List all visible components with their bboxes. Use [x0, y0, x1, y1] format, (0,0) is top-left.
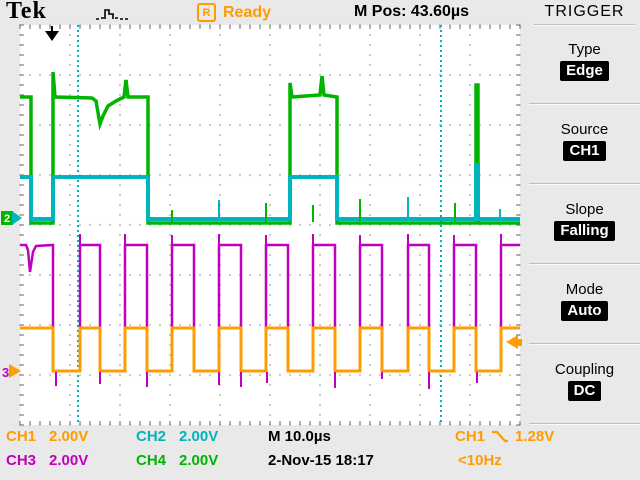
ground-marker-2-label: 2: [4, 213, 10, 225]
ch4-scale-readout: CH4 2.00V: [136, 452, 218, 469]
trigger-menu: TRIGGER Type Edge Source CH1 Slope Falli…: [529, 0, 640, 480]
menu-label-source: Source: [560, 121, 609, 138]
menu-label-coupling: Coupling: [554, 361, 615, 378]
ch3-scale-readout: CH3 2.00V: [6, 452, 88, 469]
ch1-ch3-ground-marker[interactable]: 3: [2, 364, 21, 380]
menu-value-mode: Auto: [561, 301, 608, 321]
channel-traces: [20, 71, 520, 373]
menu-section-coupling[interactable]: Coupling DC: [529, 344, 640, 424]
ch1-label: CH1: [6, 428, 37, 445]
ch3-scale: 2.00V: [49, 452, 89, 469]
timebase-readout: M 10.0µs: [268, 428, 331, 445]
menu-value-coupling: DC: [567, 381, 602, 401]
menu-value-type: Edge: [560, 61, 609, 81]
menu-section-type[interactable]: Type Edge: [529, 24, 640, 104]
trigger-level-marker[interactable]: [506, 335, 522, 349]
ready-indicator: R Ready: [197, 3, 271, 22]
trigger-source-label: CH1: [455, 428, 486, 445]
ch2-label: CH2: [136, 428, 167, 445]
trigger-level-value: 1.28V: [515, 428, 555, 445]
ground-marker-3-label: 3: [2, 365, 9, 380]
ch2-trace: [20, 163, 520, 221]
ch2-scale-readout: CH2 2.00V: [136, 428, 218, 445]
ready-label: Ready: [223, 3, 272, 21]
ch2-ch4-ground-marker[interactable]: 2: [1, 211, 22, 225]
ch4-label: CH4: [136, 452, 167, 469]
ch3-label: CH3: [6, 452, 37, 469]
falling-edge-icon: [492, 430, 509, 443]
ready-icon: R: [197, 3, 216, 22]
tek-logo: Tek: [6, 0, 47, 24]
trace-noise-spikes: [55, 197, 502, 389]
ch1-trace: [20, 326, 520, 373]
menu-section-slope[interactable]: Slope Falling: [529, 184, 640, 264]
menu-section-mode[interactable]: Mode Auto: [529, 264, 640, 344]
ch4-scale: 2.00V: [179, 452, 219, 469]
trigger-frequency-readout: <10Hz: [458, 452, 502, 469]
graticule-edge-ticks: [19, 24, 521, 426]
m-pos-readout: M Pos: 43.60µs: [354, 3, 470, 20]
menu-sections: Type Edge Source CH1 Slope Falling Mode …: [529, 24, 640, 424]
trigger-activity-icon: [96, 9, 128, 20]
ch4-trace: [20, 71, 520, 225]
menu-section-source[interactable]: Source CH1: [529, 104, 640, 184]
menu-label-slope: Slope: [565, 201, 604, 218]
datetime-readout: 2-Nov-15 18:17: [268, 452, 374, 469]
menu-label-mode: Mode: [565, 281, 604, 298]
trigger-position-marker[interactable]: [45, 26, 59, 41]
menu-value-source: CH1: [563, 141, 606, 161]
menu-value-slope: Falling: [554, 221, 615, 241]
menu-title: TRIGGER: [544, 3, 625, 20]
ch1-scale: 2.00V: [49, 428, 89, 445]
menu-label-type: Type: [568, 41, 601, 58]
cursor-lines: [77, 25, 442, 425]
menu-title-divider: [534, 24, 635, 26]
ch1-scale-readout: CH1 2.00V: [6, 428, 88, 445]
ch2-scale: 2.00V: [179, 428, 219, 445]
trigger-level-readout: CH1 1.28V: [455, 428, 554, 445]
